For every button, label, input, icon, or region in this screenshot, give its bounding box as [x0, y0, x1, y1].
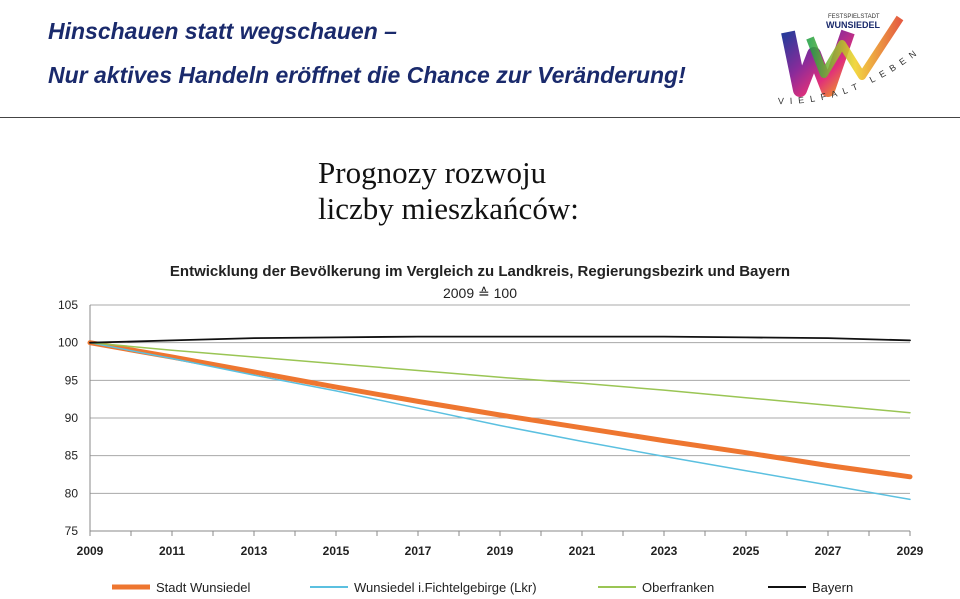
- y-tick-label: 105: [58, 298, 78, 312]
- x-tick-label: 2025: [733, 544, 760, 558]
- slide-title: Prognozy rozwoju liczby mieszkańców:: [318, 155, 579, 227]
- slide-title-line1: Prognozy rozwoju: [318, 155, 547, 190]
- series-line-stadt-wunsiedel: [87, 340, 913, 480]
- x-tick-label: 2009: [77, 544, 104, 558]
- header-title-line1: Hinschauen statt wegschauen –: [48, 18, 397, 44]
- x-tick-label: 2027: [815, 544, 842, 558]
- series-line-oberfranken: [89, 341, 911, 414]
- legend-label: Bayern: [812, 580, 853, 595]
- logo-w-ribbon: [806, 15, 904, 80]
- x-tick-label: 2017: [405, 544, 432, 558]
- logo-top-text: FESTSPIELSTADT: [828, 14, 880, 20]
- legend-label: Oberfranken: [642, 580, 714, 595]
- x-tick-label: 2019: [487, 544, 514, 558]
- y-tick-label: 75: [65, 524, 79, 538]
- legend-label: Stadt Wunsiedel: [156, 580, 251, 595]
- y-tick-label: 100: [58, 336, 78, 350]
- x-tick-label: 2021: [569, 544, 596, 558]
- x-tick-label: 2013: [241, 544, 268, 558]
- x-tick-label: 2029: [897, 544, 924, 558]
- x-tick-label: 2015: [323, 544, 350, 558]
- y-tick-label: 90: [65, 411, 79, 425]
- x-tick-label: 2011: [159, 544, 185, 558]
- x-tick-label: 2023: [651, 544, 678, 558]
- header-title-line2: Nur aktives Handeln eröffnet die Chance …: [48, 62, 686, 88]
- chart-subtitle: 2009 ≙ 100: [442, 285, 517, 301]
- y-tick-label: 85: [65, 449, 79, 463]
- slide-title-line2: liczby mieszkańców:: [318, 191, 579, 226]
- y-tick-label: 80: [65, 486, 79, 500]
- header-divider: [0, 117, 960, 118]
- series-line-wunsiedel-i-fichtelgebirge-lkr-: [89, 341, 911, 501]
- y-tick-label: 95: [65, 373, 79, 387]
- series-line-bayern: [89, 335, 911, 344]
- logo-name: WUNSIEDEL: [826, 20, 881, 30]
- chart-title: Entwicklung der Bevölkerung im Vergleich…: [169, 263, 791, 280]
- legend-label: Wunsiedel i.Fichtelgebirge (Lkr): [354, 580, 537, 595]
- festspielstadt-wunsiedel-logo: FESTSPIELSTADT WUNSIEDEL VIELFALT LEBEN: [778, 14, 917, 106]
